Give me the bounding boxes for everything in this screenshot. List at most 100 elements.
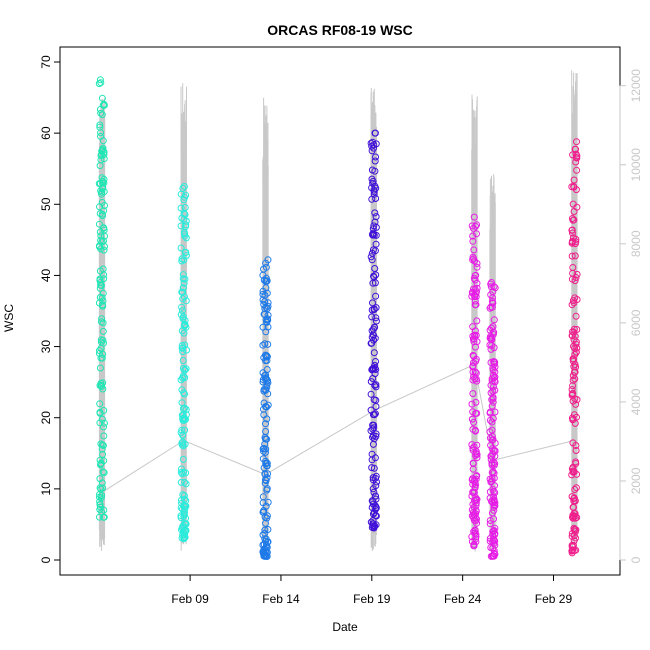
- data-point: [486, 535, 494, 542]
- data-point: [262, 445, 270, 453]
- data-point: [100, 246, 108, 254]
- data-point: [572, 484, 580, 492]
- axes: 0 10 20 30 40 50 60 70 0 2000 4000 6000 8000 10000 120…: [39, 55, 643, 606]
- data-point: [96, 475, 104, 483]
- data-point: [367, 139, 375, 147]
- data-point: [472, 494, 480, 501]
- data-point: [99, 146, 107, 154]
- data-point: [568, 301, 576, 309]
- data-point: [178, 426, 186, 434]
- data-point: [96, 347, 103, 355]
- data-point: [259, 508, 267, 516]
- data-point: [569, 511, 577, 519]
- data-point: [573, 138, 580, 146]
- data-point: [96, 284, 104, 292]
- x-tick-label: Feb 19: [353, 592, 391, 606]
- data-point: [470, 497, 478, 505]
- data-point: [572, 338, 580, 346]
- data-point: [487, 283, 495, 291]
- data-point: [97, 129, 105, 137]
- data-point: [177, 478, 185, 486]
- data-point: [570, 355, 578, 363]
- data-point: [573, 152, 581, 160]
- data-point: [261, 526, 269, 534]
- data-point: [99, 289, 107, 297]
- y-tick-label: 60: [39, 126, 53, 140]
- data-point: [569, 328, 576, 336]
- data-point: [372, 492, 380, 500]
- x-tick-label: Feb 09: [171, 592, 209, 606]
- data-point: [98, 188, 106, 196]
- data-point: [96, 276, 104, 284]
- data-point: [181, 322, 188, 330]
- data-point: [179, 364, 187, 372]
- mean-line-path: [101, 363, 575, 493]
- data-point: [98, 441, 106, 449]
- data-point: [490, 552, 498, 560]
- data-point: [489, 366, 497, 374]
- altitude-trace-2: [262, 97, 269, 553]
- data-point: [368, 497, 376, 505]
- data-point: [96, 364, 104, 372]
- data-point: [100, 179, 108, 187]
- data-point: [96, 400, 104, 408]
- data-point: [471, 272, 479, 280]
- data-point: [178, 399, 186, 407]
- data-point: [372, 195, 380, 202]
- data-point: [181, 211, 189, 218]
- data-point: [369, 522, 377, 530]
- data-point: [486, 416, 494, 424]
- data-point: [573, 166, 581, 174]
- data-point: [262, 277, 270, 285]
- data-point: [491, 499, 499, 507]
- data-point: [572, 348, 580, 356]
- y2-tick-label: 4000: [629, 388, 643, 415]
- data-point: [569, 389, 577, 397]
- data-point: [179, 438, 187, 446]
- data-point: [468, 415, 476, 423]
- data-point: [473, 451, 481, 458]
- data-point: [571, 375, 579, 383]
- data-point: [182, 480, 190, 488]
- data-point: [473, 515, 480, 523]
- data-point: [177, 311, 185, 319]
- data-point: [472, 293, 480, 300]
- data-point: [372, 474, 379, 482]
- data-point: [180, 210, 188, 218]
- data-point: [99, 302, 107, 310]
- data-point: [260, 386, 268, 393]
- data-point: [473, 317, 481, 325]
- data-point: [487, 434, 494, 442]
- data-point: [569, 439, 577, 447]
- data-point: [372, 223, 380, 231]
- data-point: [261, 545, 269, 553]
- data-point: [472, 222, 480, 230]
- data-point: [570, 537, 578, 545]
- data-point: [97, 281, 105, 289]
- data-point: [369, 500, 377, 508]
- data-point: [371, 247, 379, 255]
- data-point: [182, 406, 190, 413]
- y-axis-label: WSC: [2, 304, 16, 332]
- data-point: [373, 478, 380, 486]
- data-point: [177, 244, 185, 252]
- data-point: [179, 275, 187, 283]
- data-point: [372, 153, 379, 161]
- data-point: [263, 486, 271, 494]
- data-point: [96, 121, 104, 129]
- data-point: [262, 460, 270, 468]
- data-point: [98, 508, 106, 516]
- data-point: [371, 129, 379, 137]
- data-point: [491, 460, 499, 468]
- data-point: [96, 267, 104, 275]
- data-point: [368, 450, 376, 458]
- data-point: [471, 332, 479, 340]
- data-point: [369, 299, 376, 307]
- y2-tick-label: 6000: [629, 309, 643, 336]
- data-point: [569, 238, 576, 246]
- data-point: [259, 378, 267, 386]
- data-point: [100, 469, 108, 477]
- data-point: [367, 406, 375, 414]
- data-point: [180, 279, 188, 287]
- data-point: [572, 363, 580, 371]
